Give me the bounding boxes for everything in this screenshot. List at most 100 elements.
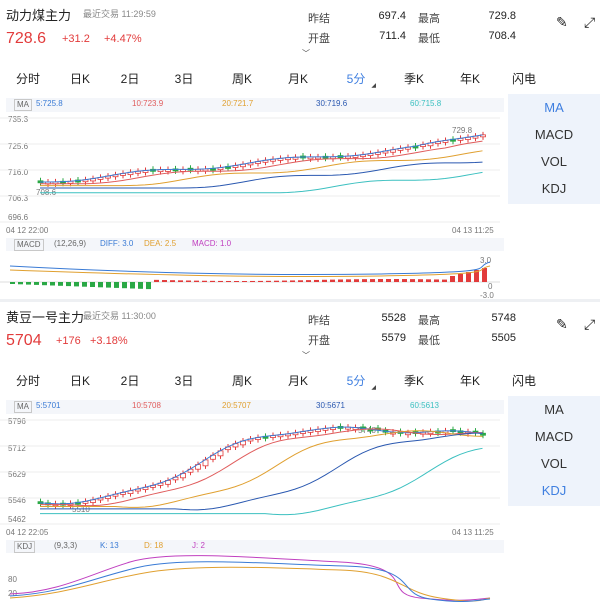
tab-9[interactable]: 闪电 [502,70,546,87]
ma-line-0 [39,426,483,505]
y-tick: 5629 [8,470,26,479]
tab-6[interactable]: 5分 ◢ [334,70,378,89]
max-price-label: 5748 [358,426,376,435]
tab-8[interactable]: 年K [448,70,492,87]
indicator-legend: MACD (12,26,9) DIFF: 3.0 DEA: 2.5 MACD: … [6,238,504,251]
ma-legend: MA 5:725.8 10:723.9 20:721.7 30:719.6 60… [6,98,504,112]
last-price: 728.6 [6,30,47,47]
macd-bar [410,279,415,282]
indicator-line-3: J: 2 [192,541,205,550]
tab-0[interactable]: 分时 [6,372,50,389]
macd-bar [274,280,279,282]
macd-bar [106,282,111,288]
indicator-line-1: DIFF: 3.0 [100,239,134,248]
open-label: 开盘 [308,33,330,45]
macd-bar [154,279,159,282]
dropdown-triangle-icon: ◢ [371,83,376,89]
macd-bar [442,279,447,282]
tab-8[interactable]: 年K [448,372,492,389]
candlestick-chart [0,419,500,525]
high-value: 5748 [491,312,516,324]
tab-1[interactable]: 日K [58,372,102,389]
tab-label: 2日 [120,72,140,86]
pencil-icon[interactable]: ✎ [556,14,568,30]
tab-3[interactable]: 3日 [162,70,206,87]
macd-bar [378,279,383,282]
macd-bar [130,282,135,289]
tab-3[interactable]: 3日 [162,372,206,389]
prev-settle-value: 697.4 [378,10,406,22]
candle-body [480,134,486,138]
macd-bar [250,280,255,282]
contract-name: 黄豆一号主力 [6,310,85,325]
macd-bar [482,268,487,282]
macd-bar [282,280,287,282]
open-value: 711.4 [379,30,406,42]
y-tick: 706.3 [8,194,29,203]
last-trade-time: 最近交易 11:30:00 [83,311,156,321]
side-menu-ma[interactable]: MA [544,402,564,417]
ma30-value: 30:719.6 [316,99,348,108]
tab-5[interactable]: 月K [276,372,320,389]
macd-bar [346,279,351,282]
expand-arrows-icon[interactable]: ⤢ [584,316,596,332]
macd-bar [418,279,423,282]
min-price-label: 5510 [72,505,90,514]
ma20-value: 20:721.7 [222,99,254,108]
high-value: 729.8 [488,10,516,22]
tab-7[interactable]: 季K [392,372,436,389]
indicator-line-3: MACD: 1.0 [192,239,232,248]
macd-bar [210,280,215,282]
macd-bar [354,279,359,282]
macd-bar [426,279,431,282]
tab-9[interactable]: 闪电 [502,372,546,389]
tab-0[interactable]: 分时 [6,70,50,87]
ma5-value: 5:725.8 [36,99,63,108]
tab-2[interactable]: 2日 [108,70,152,87]
macd-bar [90,282,95,287]
chevron-down-icon[interactable]: ﹀ [302,351,310,360]
pencil-icon[interactable]: ✎ [556,316,568,332]
macd-bar [298,280,303,282]
macd-bar [58,282,63,286]
macd-bar [50,282,55,286]
side-menu-macd[interactable]: MACD [534,127,574,142]
macd-bar [26,282,31,285]
side-menu-macd[interactable]: MACD [534,429,574,444]
side-menu-kdj[interactable]: KDJ [541,483,567,498]
macd-bar [114,282,119,288]
side-menu-kdj[interactable]: KDJ [541,181,567,196]
x-start-label: 04 12 22:05 [6,528,49,537]
tab-4[interactable]: 周K [220,372,264,389]
macd-bar [474,270,479,282]
ma-line-0 [39,134,483,183]
j-line [9,561,491,602]
macd-bar [338,279,343,282]
side-menu-vol[interactable]: VOL [540,154,567,169]
tab-5[interactable]: 月K [276,70,320,87]
side-menu-ma[interactable]: MA [544,100,564,115]
y-tick: 5546 [8,496,26,505]
low-label: 最低 [418,33,440,45]
indicator-axis-mid: 0 [488,282,493,291]
tab-4[interactable]: 周K [220,70,264,87]
tab-7[interactable]: 季K [392,70,436,87]
tab-1[interactable]: 日K [58,70,102,87]
macd-bar [178,280,183,282]
tab-6[interactable]: 5分 ◢ [334,372,378,391]
last-trade-time: 最近交易 11:29:59 [83,9,156,19]
tab-label: 3日 [174,374,194,388]
chevron-down-icon[interactable]: ﹀ [302,49,310,58]
tab-label: 闪电 [511,72,536,86]
last-price: 5704 [6,332,42,349]
macd-bar [162,280,167,282]
indicator-line-2: D: 18 [144,541,164,550]
ma-line-1 [40,140,483,185]
side-menu-vol[interactable]: VOL [540,456,567,471]
tab-2[interactable]: 2日 [108,372,152,389]
expand-arrows-icon[interactable]: ⤢ [584,14,596,30]
indicator-axis-top: 80 [8,575,17,584]
ma-line-4 [40,447,483,516]
panel-separator [0,299,600,302]
macd-bar [394,279,399,282]
